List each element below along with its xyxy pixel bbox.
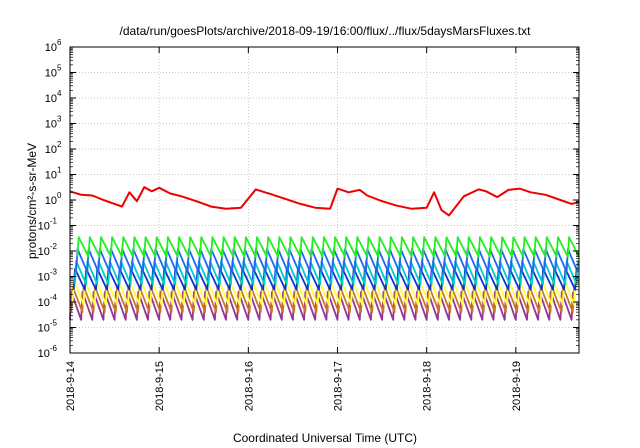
x-tick-label: 2018-9-16 <box>243 361 255 411</box>
y-tick-label: 10-3 <box>38 268 58 284</box>
y-axis-ticks: 10-6 10-5 10-4 10-3 10-2 10-1 100 101 102 103 104 1… <box>38 38 579 360</box>
series-line <box>70 285 575 313</box>
series-layer <box>69 186 580 321</box>
y-tick-label: 103 <box>45 115 62 131</box>
x-axis-label: Coordinated Universal Time (UTC) <box>233 431 417 445</box>
chart-title: /data/run/goesPlots/archive/2018-09-19/1… <box>120 24 532 38</box>
y-tick-label: 102 <box>45 140 62 156</box>
series-line <box>69 186 580 217</box>
x-axis-ticks: 2018-9-14 2018-9-15 2018-9-16 2018-9-17 2018… <box>65 47 523 411</box>
y-tick-label: 106 <box>45 38 62 54</box>
x-tick-label: 2018-9-17 <box>333 361 345 411</box>
series-line <box>74 260 579 286</box>
x-tick-label: 2018-9-15 <box>154 361 166 411</box>
y-tick-label: 105 <box>45 64 62 80</box>
y-tick-label: 10-4 <box>38 293 58 309</box>
x-tick-label: 2018-9-18 <box>422 361 434 411</box>
y-axis-label: protons/cm²-s-sr-MeV <box>25 143 39 259</box>
y-tick-label: 101 <box>45 166 62 182</box>
x-tick-label: 2018-9-19 <box>511 361 523 411</box>
x-tick-label: 2018-9-14 <box>65 361 77 411</box>
series-line <box>76 236 580 258</box>
y-tick-label: 104 <box>45 89 62 105</box>
y-tick-label: 10-5 <box>38 319 58 335</box>
y-tick-label: 10-6 <box>38 344 58 360</box>
y-tick-label: 10-1 <box>38 217 58 233</box>
y-tick-label: 100 <box>45 191 62 207</box>
y-tick-label: 10-2 <box>38 242 58 258</box>
